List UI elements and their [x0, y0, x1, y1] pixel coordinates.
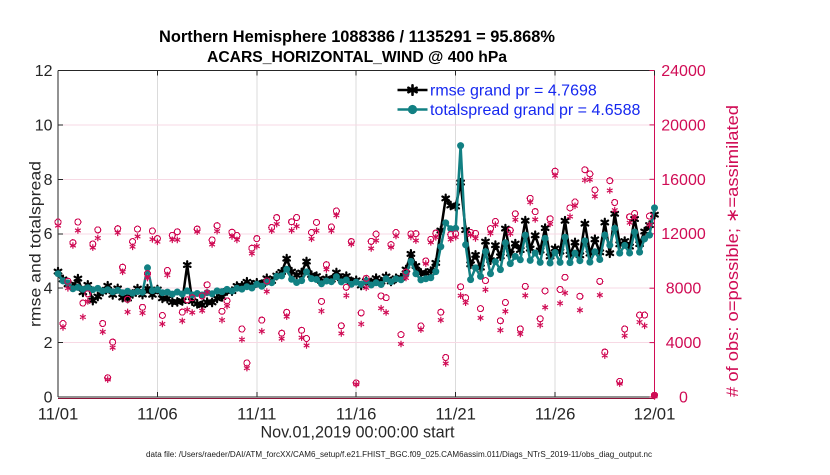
svg-text:totalspread grand pr = 4.6588: totalspread grand pr = 4.6588: [430, 102, 640, 119]
svg-text:data file: /Users/raeder/DAI/A: data file: /Users/raeder/DAI/ATM_forcXX/…: [146, 450, 652, 459]
svg-text:Nov.01,2019 00:00:00 start: Nov.01,2019 00:00:00 start: [260, 424, 455, 442]
svg-text:12000: 12000: [661, 226, 706, 243]
svg-text:rmse grand pr = 4.7698: rmse grand pr = 4.7698: [430, 83, 597, 100]
svg-text:rmse and totalspread: rmse and totalspread: [28, 161, 45, 327]
svg-text:6: 6: [44, 226, 53, 243]
svg-text:11/06: 11/06: [137, 405, 178, 424]
svg-text:0: 0: [679, 390, 688, 407]
svg-text:0: 0: [44, 390, 53, 407]
svg-text:20000: 20000: [661, 117, 706, 134]
svg-text:ACARS_HORIZONTAL_WIND @ 400 hP: ACARS_HORIZONTAL_WIND @ 400 hPa: [207, 49, 507, 66]
svg-text:12/01: 12/01: [634, 405, 676, 424]
svg-text:Northern Hemisphere 1088386 /: Northern Hemisphere 1088386 / 1135291 = …: [159, 28, 555, 46]
svg-text:8000: 8000: [666, 281, 702, 298]
svg-text:10: 10: [35, 117, 53, 134]
svg-text:8: 8: [44, 172, 53, 189]
svg-text:11/26: 11/26: [535, 405, 576, 424]
svg-text:16000: 16000: [661, 172, 706, 189]
svg-text:11/01: 11/01: [38, 405, 79, 424]
svg-text:2: 2: [44, 335, 53, 352]
svg-text:4000: 4000: [666, 335, 702, 352]
svg-text:12: 12: [35, 63, 53, 80]
svg-text:11/16: 11/16: [336, 405, 377, 424]
svg-text:11/11: 11/11: [237, 405, 276, 424]
svg-text:# of obs: o=possible; ∗=assimi: # of obs: o=possible; ∗=assimilated: [724, 105, 742, 397]
svg-text:24000: 24000: [661, 63, 706, 80]
svg-text:4: 4: [44, 281, 53, 298]
svg-text:11/21: 11/21: [435, 405, 476, 424]
